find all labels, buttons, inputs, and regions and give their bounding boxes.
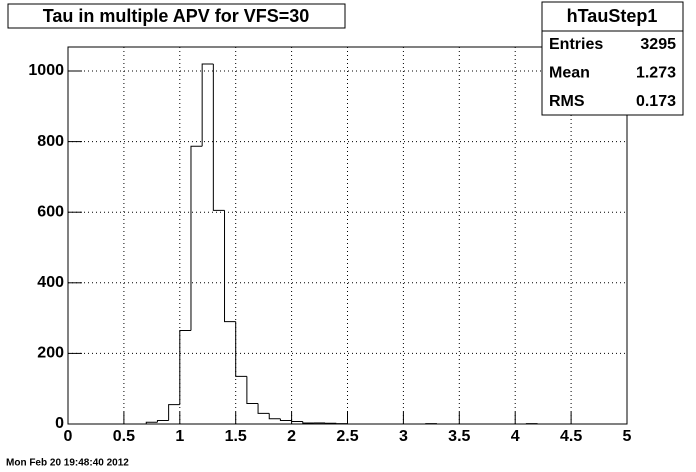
histogram-bin [145,421,158,424]
y-tick-label: 1000 [28,62,64,79]
x-tick-label: 5 [623,428,632,445]
y-tick-label: 0 [55,415,64,432]
histogram-bin [302,421,314,424]
x-tick-label: 2 [287,428,296,445]
chart-title: Tau in multiple APV for VFS=30 [43,6,310,26]
x-tick-label: 1 [175,428,184,445]
stats-label: Mean [549,65,590,82]
stats-value: 3295 [640,36,676,53]
histogram-bin [291,420,303,423]
y-tick-label: 600 [37,203,64,220]
title-box [7,3,346,29]
histogram-bin [268,413,281,420]
histogram-bin [168,404,180,421]
y-tick-label: 800 [37,133,64,150]
histogram-bin [212,63,225,211]
histogram-bin [156,419,169,423]
x-tick-label: 0 [64,428,73,445]
stats-label: Entries [549,36,603,53]
x-tick-label: 3.5 [448,428,470,445]
histogram-bin [224,210,236,323]
stats-box [541,1,684,116]
histogram-bin [190,145,203,331]
x-tick-label: 2.5 [336,428,358,445]
histogram-bin [246,376,259,405]
footer: Mon Feb 20 19:48:40 2012 [6,458,129,469]
histogram-bin [179,329,191,405]
y-tick-label: 400 [37,274,64,291]
x-tick-label: 4 [511,428,520,445]
x-tick-label: 3 [399,428,408,445]
stats-name: hTauStep1 [567,6,658,26]
x-tick-label: 1.5 [225,428,247,445]
stats-label: RMS [549,93,585,110]
x-tick-label: 4.5 [560,428,582,445]
histogram-bin [201,63,214,147]
stats-value: 1.273 [636,65,676,82]
stats-value: 0.173 [636,93,676,110]
histogram-bin [279,418,292,421]
x-tick-label: 0.5 [113,428,135,445]
y-tick-label: 200 [37,345,64,362]
histogram-bin [235,321,247,377]
histogram-bin [257,403,270,414]
